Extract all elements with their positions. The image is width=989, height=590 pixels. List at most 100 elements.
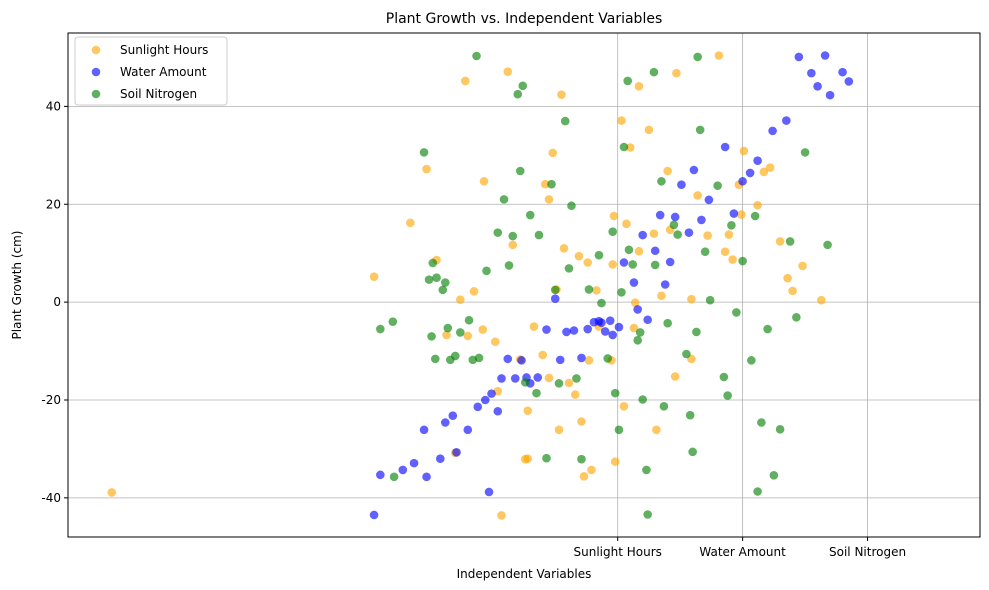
data-point: [638, 230, 647, 240]
x-tick-label: Soil Nitrogen: [829, 545, 906, 559]
data-point: [478, 325, 488, 334]
data-point: [759, 167, 769, 177]
y-tick-label: -40: [41, 491, 61, 505]
data-point: [448, 411, 458, 420]
data-point: [692, 327, 701, 337]
data-point: [548, 148, 558, 158]
y-axis-label: Plant Growth (cm): [10, 231, 24, 340]
data-point: [649, 229, 659, 238]
data-point: [388, 317, 398, 326]
data-point: [663, 166, 672, 176]
data-point: [677, 180, 686, 189]
data-point: [450, 351, 460, 361]
data-point: [419, 425, 429, 435]
data-point: [608, 260, 618, 269]
data-point: [673, 230, 682, 239]
legend-marker: [91, 89, 101, 99]
data-point: [482, 266, 491, 276]
data-point: [463, 425, 473, 435]
data-point: [713, 181, 722, 190]
data-point: [406, 218, 415, 228]
data-point: [697, 215, 706, 225]
data-point: [432, 273, 441, 282]
data-point: [649, 67, 659, 77]
x-axis-label: Independent Variables: [457, 567, 592, 581]
data-point: [499, 195, 509, 204]
data-point: [376, 470, 385, 480]
data-point: [427, 332, 436, 341]
data-point: [657, 291, 666, 301]
data-point: [419, 148, 429, 157]
data-point: [629, 278, 639, 287]
x-axis-ticks: Sunlight Hours Water Amount Soil Nitrogen: [573, 537, 906, 559]
data-point: [753, 156, 762, 166]
x-tick-label: Water Amount: [699, 545, 786, 559]
data-point: [617, 288, 626, 297]
y-tick-label: -20: [41, 393, 61, 407]
data-point: [732, 308, 741, 317]
data-point: [844, 77, 854, 86]
y-tick-label: 40: [46, 99, 61, 113]
data-point: [670, 212, 680, 222]
data-point: [503, 354, 513, 364]
data-point: [493, 406, 503, 416]
data-point: [703, 231, 712, 240]
data-point: [643, 315, 652, 325]
data-point: [564, 378, 574, 388]
data-point: [398, 465, 408, 475]
data-point: [592, 286, 601, 295]
legend-label: Soil Nitrogen: [120, 87, 197, 101]
data-point: [807, 68, 816, 78]
data-point: [727, 221, 736, 230]
data-point: [622, 219, 631, 229]
data-point: [714, 51, 724, 60]
legend-marker: [91, 67, 101, 77]
data-point: [603, 354, 613, 363]
data-point: [550, 285, 560, 295]
data-point: [634, 82, 644, 91]
data-point: [747, 356, 756, 365]
data-point: [430, 354, 440, 364]
data-point: [670, 372, 680, 381]
data-point: [440, 418, 450, 427]
data-point: [619, 402, 629, 411]
series-points: [369, 51, 854, 520]
data-point: [422, 164, 431, 174]
data-point: [665, 257, 675, 267]
data-point: [534, 230, 544, 240]
legend-label: Water Amount: [120, 65, 207, 79]
data-point: [544, 373, 554, 383]
data-point: [817, 295, 826, 305]
data-point: [577, 353, 586, 363]
data-point: [724, 230, 734, 239]
legend-label: Sunlight Hours: [120, 43, 208, 57]
data-point: [438, 285, 448, 295]
data-point: [583, 324, 593, 334]
data-point: [605, 316, 615, 326]
data-point: [783, 273, 792, 283]
data-point: [798, 261, 807, 271]
data-point: [619, 258, 629, 267]
legend: Sunlight Hours Water Amount Soil Nitrogen: [74, 36, 228, 106]
data-point: [583, 258, 593, 267]
data-point: [497, 374, 506, 383]
data-point: [635, 328, 645, 337]
data-point: [655, 210, 665, 220]
data-point: [638, 395, 647, 404]
data-point: [634, 246, 644, 256]
data-point: [720, 247, 730, 257]
data-point: [700, 247, 710, 257]
data-point: [723, 391, 732, 400]
data-point: [469, 287, 479, 296]
data-point: [455, 295, 465, 304]
data-point: [424, 275, 434, 284]
series-points: [376, 51, 832, 519]
data-point: [739, 146, 749, 156]
data-point: [785, 237, 795, 246]
data-point: [792, 312, 801, 322]
data-point: [569, 326, 579, 335]
data-point: [820, 51, 830, 60]
data-point: [720, 142, 730, 152]
data-point: [508, 240, 518, 250]
data-point: [610, 388, 620, 398]
